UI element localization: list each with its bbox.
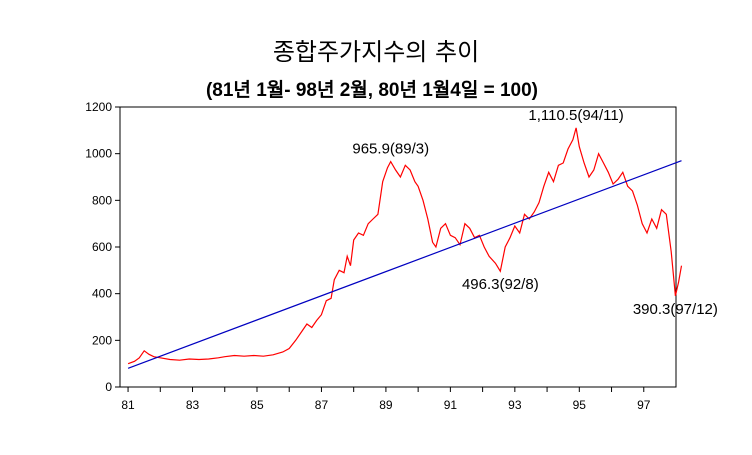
x-tick-label: 81 — [121, 398, 135, 412]
y-tick-label: 600 — [92, 240, 112, 254]
series-line-1 — [127, 127, 683, 365]
x-tick-label: 93 — [508, 398, 522, 412]
annotation-label: 390.3(97/12) — [633, 301, 718, 318]
y-axis: 0 200 400 600 800 1000 1200 — [85, 100, 120, 394]
x-tick-label: 83 — [186, 398, 200, 412]
x-tick-label: 97 — [637, 398, 651, 412]
annotation-layer: 965.9(89/3) 1,110.5(94/11) 496.3(92/8) 390.… — [352, 107, 718, 318]
series-line-2 — [127, 160, 682, 369]
chart-title: 종합주가지수의 추이 — [273, 38, 479, 66]
annotation-label: 1,110.5(94/11) — [528, 107, 623, 124]
y-tick-label: 1200 — [85, 100, 112, 114]
y-tick-label: 400 — [92, 287, 112, 301]
y-tick-label: 200 — [92, 333, 112, 347]
x-tick-label: 87 — [315, 398, 329, 412]
chart-subtitle: (81년 1월- 98년 2월, 80년 1월4일 = 100) — [206, 79, 538, 101]
x-tick-label: 85 — [250, 398, 264, 412]
x-axis: 81 83 85 87 89 91 93 95 97 — [121, 387, 651, 412]
annotation-label: 496.3(92/8) — [462, 276, 539, 293]
x-tick-label: 91 — [444, 398, 458, 412]
series-layer — [127, 127, 683, 369]
x-tick-label: 89 — [379, 398, 393, 412]
y-tick-label: 800 — [92, 193, 112, 207]
x-tick-label: 95 — [573, 398, 587, 412]
annotation-label: 965.9(89/3) — [352, 141, 429, 158]
y-tick-label: 1000 — [85, 147, 112, 161]
y-tick-label: 0 — [105, 380, 112, 394]
